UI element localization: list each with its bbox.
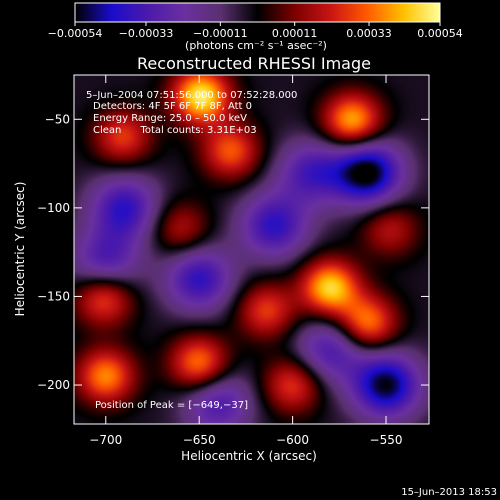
annotations: 5–Jun–2004 07:51:56.000 to 07:52:28.000 … <box>86 90 297 411</box>
colorbar-tick-label: 0.00054 <box>417 27 463 40</box>
annotation-time-range: 5–Jun–2004 07:51:56.000 to 07:52:28.000 <box>86 90 297 101</box>
annotation-clean-counts: Clean Total counts: 3.31E+03 <box>93 125 257 136</box>
heatmap-image <box>74 75 429 424</box>
y-tick-label: −150 <box>37 289 70 303</box>
x-axis-ticks: −700 −650 −600 −550 <box>89 75 403 447</box>
colorbar-tick-label: −0.00011 <box>193 27 248 40</box>
x-axis-label: Heliocentric X (arcsec) <box>181 449 317 463</box>
plot-frame <box>73 74 430 425</box>
colorbar-tick-label: −0.00054 <box>48 27 103 40</box>
colorbar-tick-label: −0.00033 <box>119 27 174 40</box>
chart-title: Reconstructed RHESSI Image <box>137 54 371 73</box>
y-tick-label: −200 <box>37 378 70 392</box>
y-axis-ticks: −200 −150 −100 −50 <box>37 112 429 392</box>
plot-area: −700 −650 −600 −550 −200 −150 −100 −50 <box>37 74 430 447</box>
colorbar-tick-label: 0.00011 <box>272 27 318 40</box>
colorbar-ticks: −0.00054 −0.00033 −0.00011 0.00011 0.00033 0.… <box>48 22 463 40</box>
colorbar-unit-label: (photons cm⁻² s⁻¹ asec⁻²) <box>185 39 327 52</box>
colorbar-tick-label: 0.00033 <box>346 27 392 40</box>
annotation-peak-position: Position of Peak = [−649,−37] <box>95 400 248 411</box>
x-tick-label: −600 <box>276 433 309 447</box>
y-axis-label: Heliocentric Y (arcsec) <box>13 182 27 317</box>
x-tick-label: −550 <box>370 433 403 447</box>
colorbar-ramp <box>74 2 441 23</box>
colorbar: −0.00054 −0.00033 −0.00011 0.00011 0.00033 0.… <box>48 2 463 52</box>
y-tick-label: −100 <box>37 201 70 215</box>
annotation-detectors: Detectors: 4F 5F 6F 7F 8F, Att 0 <box>93 101 252 112</box>
y-tick-label: −50 <box>45 112 70 126</box>
x-tick-label: −700 <box>89 433 122 447</box>
footer-timestamp: 15–Jun–2013 18:53 <box>401 487 497 498</box>
x-tick-label: −650 <box>183 433 216 447</box>
annotation-energy-range: Energy Range: 25.0 – 50.0 keV <box>93 113 247 124</box>
